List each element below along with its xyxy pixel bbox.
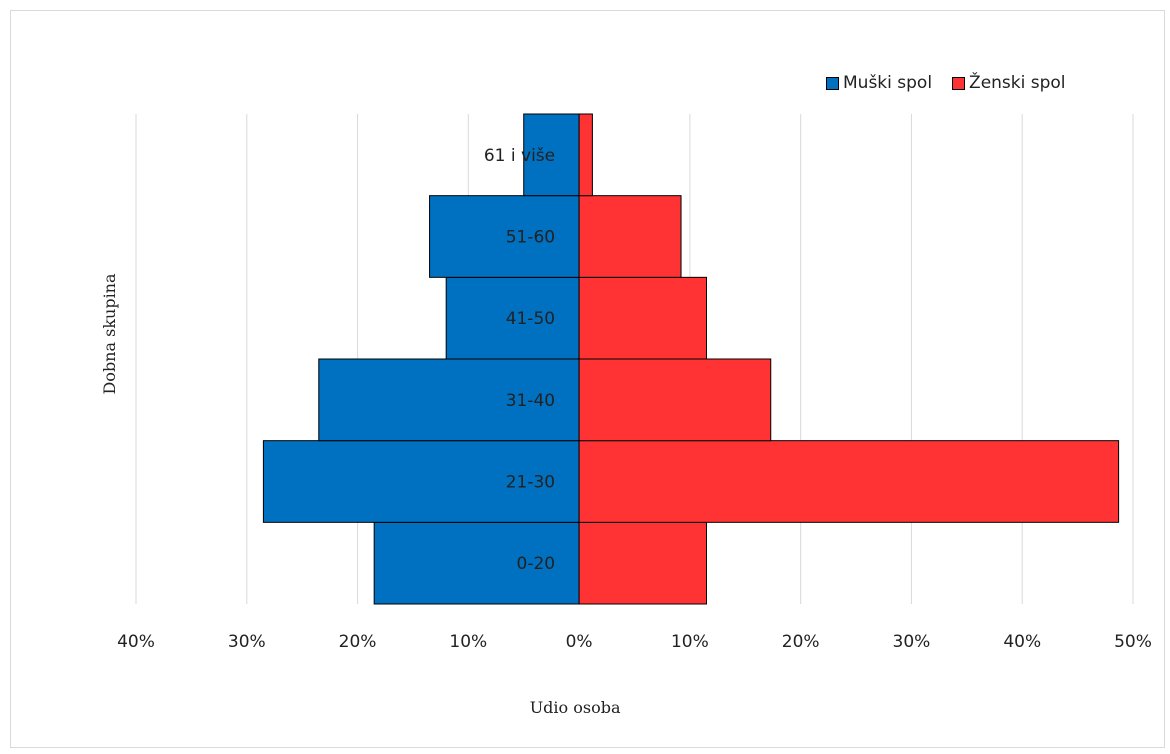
category-label: 21-30 xyxy=(506,473,555,493)
x-axis-title: Udio osoba xyxy=(530,698,621,717)
x-tick-label: 10% xyxy=(671,632,709,652)
legend-item-male: Muški spol xyxy=(826,73,932,93)
category-labels: 0-20 21-30 31-40 41-50 51-60 61 i više xyxy=(484,146,555,574)
x-tick-label: 30% xyxy=(228,632,266,652)
chart-area: 0-20 21-30 31-40 41-50 51-60 61 i više 40% 30%… xyxy=(10,10,1165,748)
legend-label-male: Muški spol xyxy=(843,73,933,93)
legend-label-female: Ženski spol xyxy=(969,73,1066,93)
x-tick-label: 40% xyxy=(117,632,155,652)
bar-male xyxy=(429,195,580,278)
category-label: 41-50 xyxy=(506,309,555,329)
bar-female xyxy=(578,113,593,197)
legend: Muški spol Ženski spol xyxy=(826,73,1086,93)
legend-swatch-female xyxy=(952,76,966,90)
bar-female xyxy=(578,440,1120,523)
legend-item-female: Ženski spol xyxy=(952,73,1066,93)
category-label: 0-20 xyxy=(517,554,556,574)
bar-male xyxy=(523,113,580,197)
bar-female xyxy=(578,358,772,442)
x-tick-label: 30% xyxy=(893,632,931,652)
category-label: 31-40 xyxy=(506,391,555,411)
bar-male xyxy=(318,358,580,442)
bar-female xyxy=(578,276,708,360)
bar-male xyxy=(262,440,580,523)
bar-male xyxy=(445,276,580,360)
bar-female xyxy=(578,521,708,605)
x-tick-label: 20% xyxy=(782,632,820,652)
x-tick-label: 0% xyxy=(566,632,593,652)
x-tick-labels: 40% 30% 20% 10% 0% 10% 20% 30% 40% 50% xyxy=(117,632,1152,652)
population-pyramid-chart: 0-20 21-30 31-40 41-50 51-60 61 i više 40% 30%… xyxy=(100,113,1152,717)
y-axis-title: Dobna skupina xyxy=(100,273,119,395)
category-label: 61 i više xyxy=(484,146,555,166)
legend-swatch-male xyxy=(826,76,839,90)
x-tick-label: 40% xyxy=(1003,632,1041,652)
x-tick-label: 20% xyxy=(339,632,377,652)
category-label: 51-60 xyxy=(506,228,555,248)
bar-female xyxy=(578,195,682,278)
x-tick-label: 50% xyxy=(1114,632,1152,652)
bars xyxy=(262,113,1120,605)
x-tick-label: 10% xyxy=(449,632,487,652)
